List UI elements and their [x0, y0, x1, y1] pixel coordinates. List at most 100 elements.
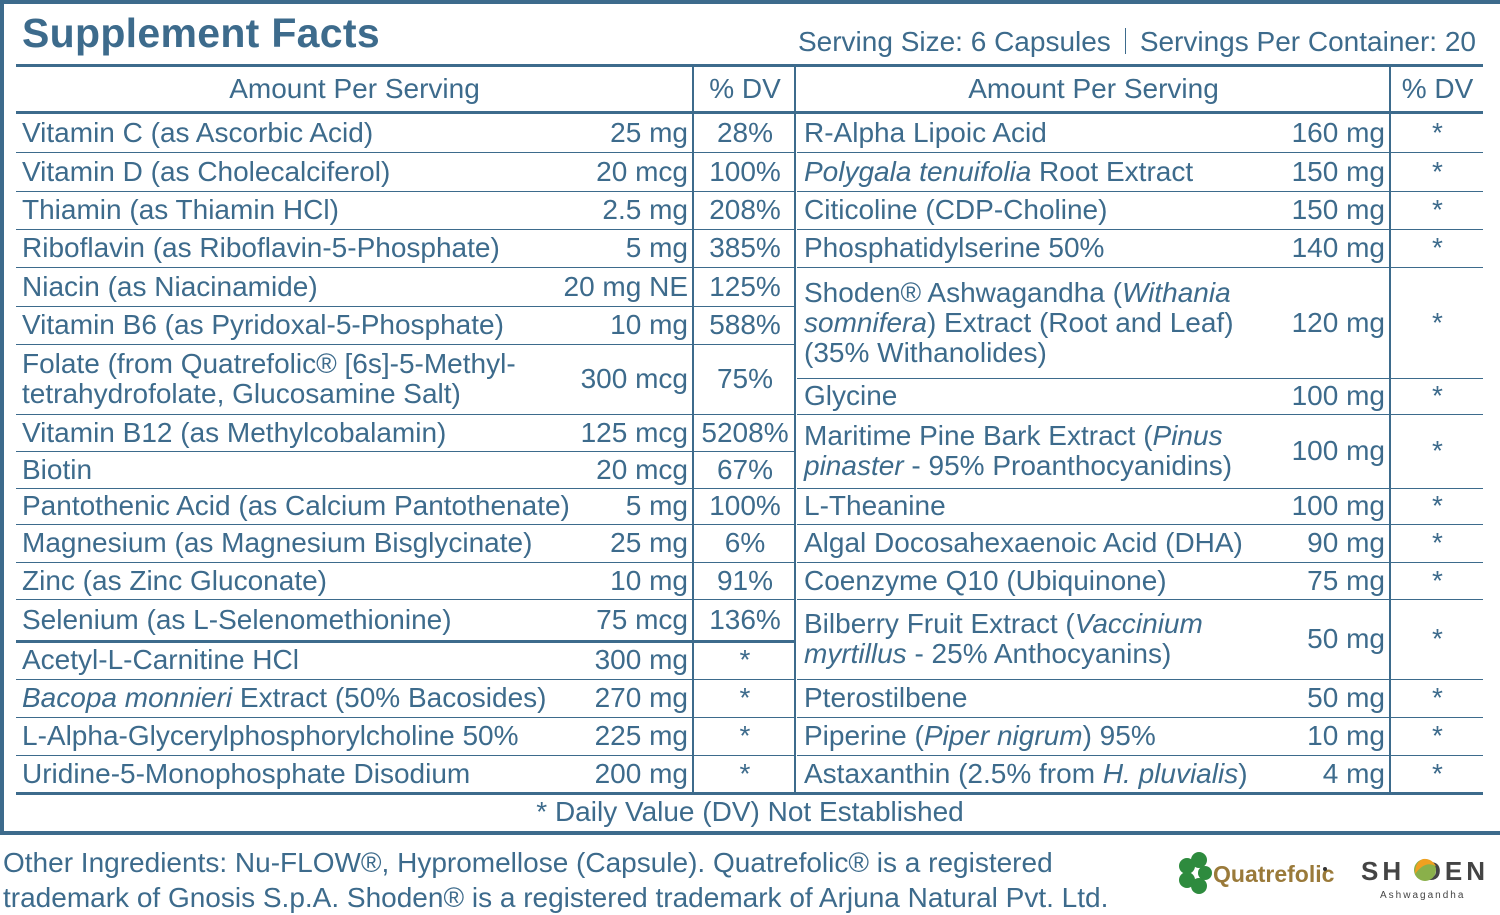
header-dv-right: % DV — [1401, 73, 1474, 104]
ingredient-name-part: Polygala tenuifolia — [804, 155, 1032, 187]
divider — [797, 229, 1483, 230]
divider — [16, 717, 795, 718]
ingredient-amount: 10 mg — [610, 564, 688, 596]
ingredient-amount: 125 mcg — [580, 416, 688, 448]
column-divider — [794, 66, 796, 793]
ingredient-name: Selenium (as L-Selenomethionine) — [18, 599, 578, 640]
ingredient-name-part: R-Alpha Lipoic Acid — [804, 116, 1047, 148]
ingredient-name: Maritime Pine Bark Extract (Pinus pinast… — [800, 414, 1270, 488]
divider — [797, 599, 1483, 600]
daily-value: 5208% — [701, 416, 789, 448]
daily-value: * — [1432, 564, 1443, 596]
ingredient-amount: 300 mcg — [580, 363, 688, 394]
ingredient-amount: 150 mg — [1291, 155, 1385, 187]
divider — [16, 229, 795, 230]
ingredient-amount: 20 mcg — [596, 155, 688, 187]
divider — [16, 562, 795, 563]
ingredient-amount: 225 mg — [594, 720, 688, 751]
ingredient-name-part: Citicoline (CDP-Choline) — [804, 194, 1108, 225]
page-title: Supplement Facts — [22, 10, 380, 56]
ingredient-name: Thiamin (as Thiamin HCl) — [18, 191, 578, 229]
ingredient-name: Polygala tenuifolia Root Extract — [800, 152, 1280, 191]
quatrefolic-logo: Quatrefolic SH DEN Ashwagandha — [1179, 852, 1485, 901]
ingredient-name-part: Riboflavin (as Riboflavin-5-Phosphate) — [22, 232, 500, 263]
ingredient-amount: 20 mg NE — [563, 270, 689, 302]
ingredient-name: L-Theanine — [800, 488, 1280, 524]
daily-value: 100% — [709, 490, 781, 521]
ingredient-name-part: Uridine-5-Monophosphate Disodium — [22, 758, 471, 789]
divider — [16, 599, 795, 600]
ingredient-amount: 270 mg — [594, 682, 688, 713]
divider — [16, 679, 795, 680]
divider — [16, 488, 795, 489]
ingredient-amount: 75 mcg — [596, 603, 688, 635]
ingredient-amount: 75 mg — [1307, 564, 1385, 596]
daily-value: * — [1432, 306, 1443, 338]
ingredient-name-part: Pantothenic Acid (as Calcium Pantothenat… — [22, 490, 570, 521]
divider — [16, 451, 795, 452]
serving-size: Serving Size: 6 Capsules — [797, 26, 1111, 57]
daily-value: * — [739, 682, 751, 713]
ingredient-name-part: Magnesium (as Magnesium Bisglycinate) — [22, 527, 533, 558]
divider — [16, 524, 795, 525]
ingredient-name-part: Acetyl-L-Carnitine HCl — [22, 643, 299, 675]
svg-text:Ashwagandha: Ashwagandha — [1380, 890, 1465, 901]
ingredient-name-part: Coenzyme Q10 (Ubiquinone) — [804, 564, 1167, 596]
ingredient-name: Piperine (Piper nigrum) 95% — [800, 717, 1280, 755]
ingredient-name: Pantothenic Acid (as Calcium Pantothenat… — [18, 488, 578, 524]
header-dv-left: % DV — [709, 73, 781, 104]
daily-value: * — [1432, 435, 1443, 466]
ingredient-name: Zinc (as Zinc Gluconate) — [18, 562, 578, 599]
ingredient-amount: 100 mg — [1291, 435, 1385, 466]
divider — [16, 755, 795, 756]
ingredient-name-part: Vaccinium myrtillus — [804, 608, 1203, 669]
daily-value: 100% — [709, 155, 781, 187]
serving-info: Serving Size: 6 Capsules Servings Per Con… — [798, 26, 1476, 58]
divider — [797, 191, 1483, 192]
ingredient-name-part: Zinc (as Zinc Gluconate) — [22, 564, 327, 596]
daily-value: 75% — [716, 363, 774, 394]
ingredient-name: Coenzyme Q10 (Ubiquinone) — [800, 562, 1280, 599]
divider — [797, 378, 1483, 379]
ingredient-name-part: L-Alpha-Glycerylphosphorylcholine 50% — [22, 720, 519, 751]
ingredient-name: Vitamin B12 (as Methylcobalamin) — [18, 414, 578, 451]
ingredient-name-part: ) 95% — [1082, 720, 1156, 751]
divider — [16, 306, 795, 307]
divider — [797, 524, 1483, 525]
daily-value: * — [1432, 380, 1443, 411]
header-amount-left: Amount Per Serving — [229, 73, 480, 104]
servings-per-container: Servings Per Container: 20 — [1139, 26, 1476, 57]
divider — [16, 64, 1483, 67]
ingredient-name: Algal Docosahexaenoic Acid (DHA) — [800, 524, 1280, 562]
ingredient-name-part: - 25% Anthocyanins) — [906, 638, 1172, 669]
ingredient-amount: 5 mg — [625, 490, 688, 521]
ingredient-name-part: Extract (50% Bacosides) — [232, 682, 547, 713]
daily-value: 28% — [716, 116, 774, 148]
daily-value: * — [1432, 194, 1443, 225]
ingredient-name-part: Piperine ( — [804, 720, 924, 751]
ingredient-amount: 50 mg — [1307, 682, 1385, 713]
ingredient-name-part: Pinus pinaster — [804, 420, 1223, 481]
ingredient-name: Astaxanthin (2.5% from H. pluvialis) — [800, 755, 1280, 793]
ingredient-name: Riboflavin (as Riboflavin-5-Phosphate) — [18, 229, 578, 267]
daily-value: * — [1432, 116, 1443, 148]
ingredient-name-part: Bacopa monnieri — [22, 682, 233, 713]
ingredient-amount: 300 mg — [594, 643, 688, 675]
column-divider — [692, 66, 694, 793]
ingredient-name-part: Thiamin (as Thiamin HCl) — [22, 194, 339, 225]
ingredient-name-part: Pterostilbene — [804, 682, 968, 713]
ingredient-amount: 2.5 mg — [602, 194, 688, 225]
ingredient-name-part: ) — [1238, 758, 1248, 789]
daily-value: * — [1432, 682, 1443, 713]
daily-value: * — [739, 643, 751, 675]
ingredient-name-part: Withania somnifera — [804, 276, 1231, 338]
ingredient-name: Biotin — [18, 451, 578, 488]
ingredient-name-part: Phosphatidylserine 50% — [804, 232, 1105, 263]
ingredient-name: Shoden® Ashwagandha (Withania somnifera)… — [800, 267, 1270, 378]
daily-value: * — [739, 758, 751, 789]
daily-value: * — [1432, 232, 1443, 263]
daily-value: * — [739, 720, 751, 751]
ingredient-name-part: Glycine — [804, 380, 898, 411]
header-amount-right: Amount Per Serving — [968, 73, 1219, 104]
ingredient-amount: 100 mg — [1291, 490, 1385, 521]
